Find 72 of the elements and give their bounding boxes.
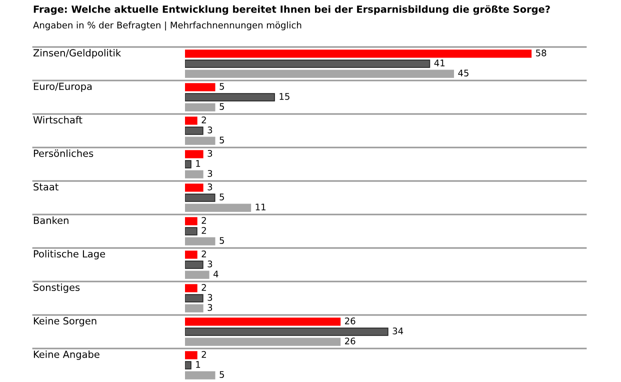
data-label: 3 <box>208 304 212 311</box>
bar <box>185 217 198 226</box>
data-label: 41 <box>434 60 445 66</box>
bar <box>185 194 216 202</box>
bar <box>185 116 198 125</box>
y-tick-label: Banken <box>34 216 68 224</box>
data-label: 58 <box>536 49 546 56</box>
y-tick-label: Sonstiges <box>34 283 80 293</box>
bar <box>185 361 192 370</box>
bar <box>185 103 216 112</box>
data-label: 3 <box>208 260 212 268</box>
y-tick-label: Wirtschaft <box>33 116 82 124</box>
bar <box>185 338 341 346</box>
bar <box>185 371 216 380</box>
bar <box>185 60 430 68</box>
bar <box>185 304 204 312</box>
data-label: 5 <box>220 194 224 200</box>
data-label: 45 <box>458 70 468 76</box>
data-label: 5 <box>220 103 224 110</box>
data-label: 3 <box>208 150 212 157</box>
y-tick-label: Keine Sorgen <box>34 316 96 326</box>
bar <box>185 136 216 145</box>
bar <box>185 160 192 168</box>
y-tick-label: Staat <box>34 183 58 191</box>
data-label: 5 <box>220 371 224 378</box>
data-label: 4 <box>213 270 218 278</box>
data-label: 34 <box>392 328 404 334</box>
data-label: 1 <box>196 160 200 167</box>
data-label: 5 <box>220 136 224 144</box>
y-tick-label: Persönliches <box>34 149 94 158</box>
chart-title: Frage: Welche aktuelle Entwicklung bereitet Ihnen bei der Ersparnisbildung die größte Sorge? <box>34 5 550 15</box>
data-label: 26 <box>345 317 356 324</box>
data-label: 2 <box>202 116 206 124</box>
bar <box>185 227 198 236</box>
data-label: 3 <box>208 294 212 301</box>
bar <box>185 260 204 269</box>
bar <box>185 294 204 302</box>
y-tick-label: Keine Angabe <box>34 350 100 360</box>
bar <box>185 184 204 192</box>
data-label: 1 <box>196 361 200 368</box>
data-label: 2 <box>202 227 206 234</box>
bar <box>185 237 216 246</box>
data-label: 2 <box>202 250 206 258</box>
bar <box>185 318 341 326</box>
data-label: 15 <box>280 93 290 100</box>
bar <box>185 204 252 212</box>
bar <box>185 93 275 102</box>
y-tick-label: Zinsen/Geldpolitik <box>33 48 122 58</box>
data-label: 2 <box>202 350 206 358</box>
bar <box>185 170 204 178</box>
data-label: 3 <box>208 183 212 190</box>
data-label: 3 <box>208 126 212 134</box>
data-label: 2 <box>202 216 206 224</box>
data-label: 5 <box>220 237 224 244</box>
bar <box>185 70 454 78</box>
bar <box>185 270 210 279</box>
bar <box>185 284 198 292</box>
bar <box>185 250 198 259</box>
data-label: 5 <box>220 83 224 90</box>
bar <box>185 50 532 58</box>
data-label: 3 <box>208 170 212 177</box>
data-label: 2 <box>202 284 206 291</box>
bar <box>185 126 204 135</box>
bar <box>185 150 204 158</box>
data-label: 26 <box>345 338 356 344</box>
y-tick-label: Politische Lage <box>34 250 106 260</box>
data-label: 11 <box>256 204 266 210</box>
bar <box>185 328 388 336</box>
bar <box>185 83 216 92</box>
chart-subtitle: Angaben in % der Befragten | Mehrfachnennungen möglich <box>33 21 302 31</box>
y-tick-label: Euro/Europa <box>34 82 92 92</box>
bar <box>185 351 198 360</box>
